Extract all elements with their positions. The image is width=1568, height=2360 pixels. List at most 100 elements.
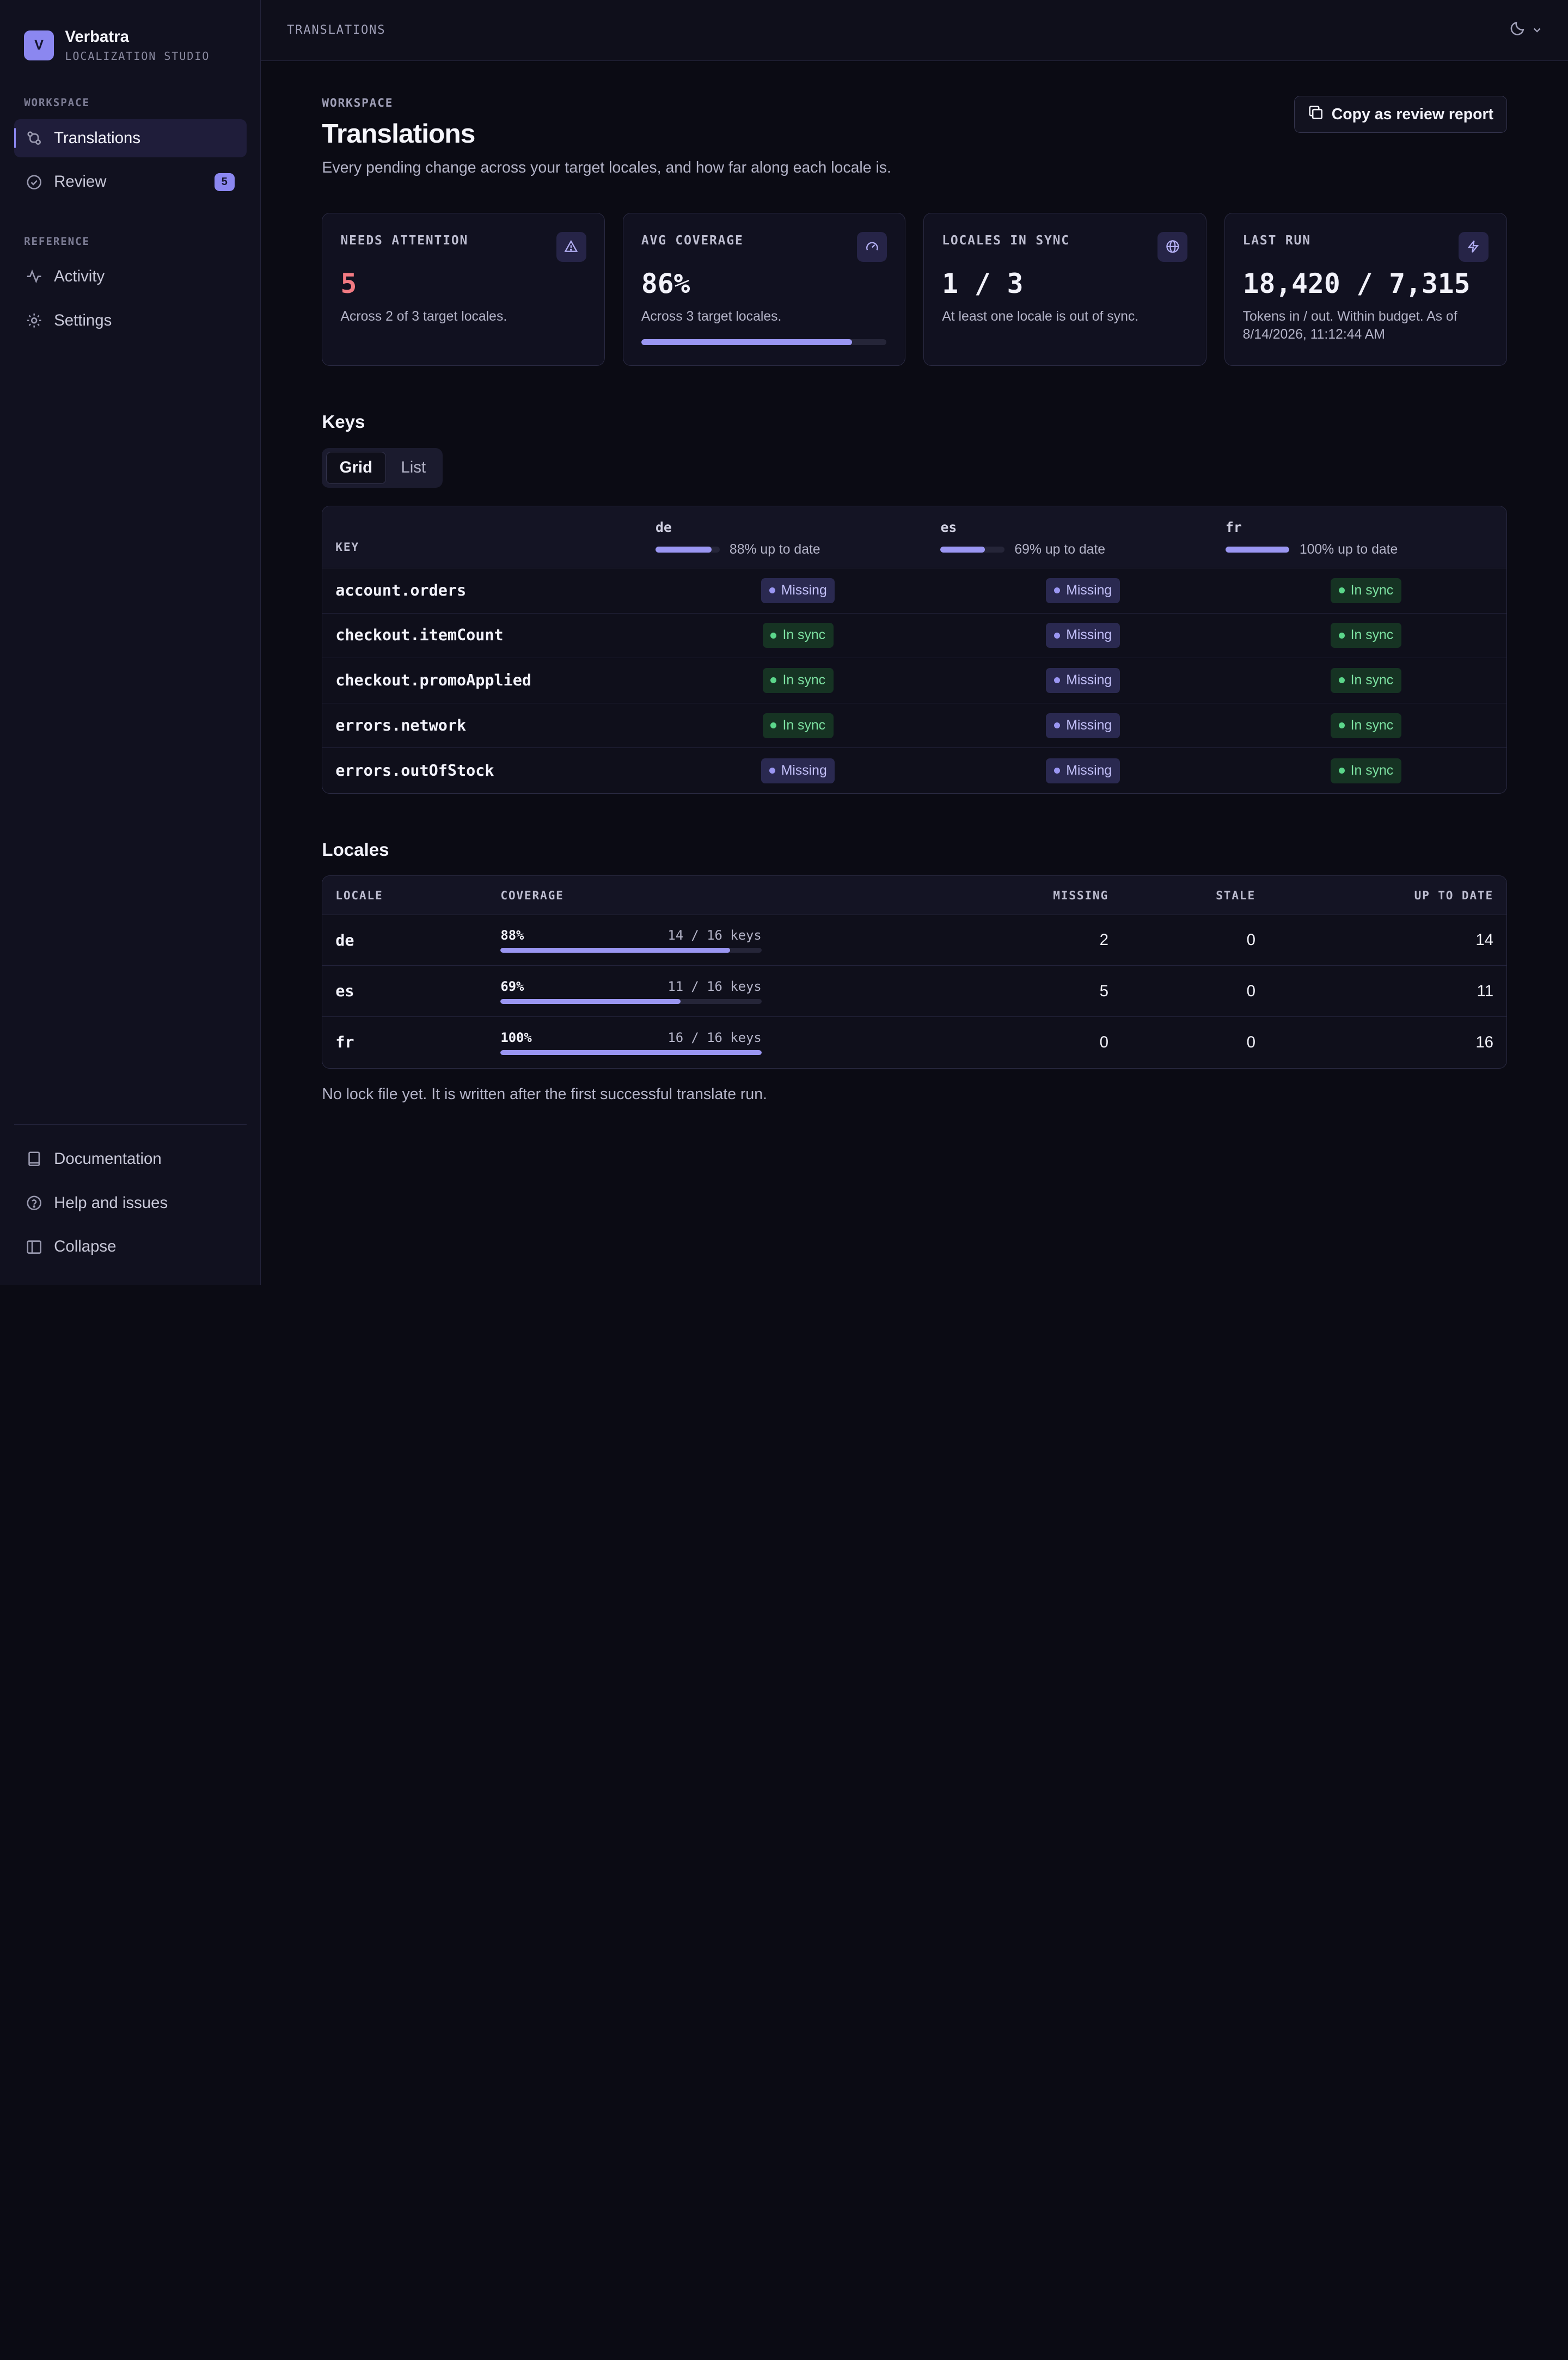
stat-card-locales-in-sync: LOCALES IN SYNC 1 / 3 At least one local…: [923, 213, 1206, 366]
stat-card-needs-attention: NEEDS ATTENTION 5 Across 2 of 3 target l…: [322, 213, 605, 366]
help-circle-icon: [26, 1195, 42, 1211]
status-cell: Missing: [940, 758, 1225, 783]
keys-grid: KEY de 88% up to date es 69% up to date: [322, 506, 1507, 794]
up-to-date-count: 11: [1477, 982, 1494, 1000]
book-icon: [26, 1151, 42, 1167]
status-label: In sync: [1350, 672, 1394, 688]
coverage-cell: 88% 14 / 16 keys: [500, 928, 908, 953]
locale-progress-bar: [656, 547, 720, 553]
status-badge[interactable]: In sync: [1330, 578, 1401, 603]
status-badge[interactable]: Missing: [1046, 578, 1120, 603]
sidebar-collapse-button[interactable]: Collapse: [14, 1227, 247, 1267]
table-row[interactable]: fr 100% 16 / 16 keys 0 0 16: [322, 1017, 1506, 1068]
status-label: In sync: [782, 718, 826, 733]
status-cell: Missing: [656, 578, 940, 603]
sidebar-item-settings[interactable]: Settings: [14, 302, 247, 340]
status-badge[interactable]: In sync: [1330, 668, 1401, 693]
sidebar-item-translations[interactable]: Translations: [14, 119, 247, 157]
coverage-bar: [500, 948, 762, 953]
coverage-progress-fill: [641, 339, 852, 346]
status-badge[interactable]: In sync: [762, 713, 834, 738]
column-header-locale-fr: fr 100% up to date: [1225, 506, 1506, 568]
status-cell: In sync: [1226, 668, 1506, 693]
sidebar-item-documentation[interactable]: Documentation: [14, 1139, 247, 1179]
table-row[interactable]: errors.network In sync Missing In sync: [322, 703, 1506, 749]
coverage-percent: 100%: [500, 1029, 532, 1045]
stat-value: 18,420 / 7,315: [1242, 267, 1471, 299]
view-option-list[interactable]: List: [401, 458, 426, 477]
status-label: Missing: [781, 583, 827, 598]
locale-code: fr: [335, 1033, 354, 1052]
status-dot: [1338, 587, 1345, 594]
sidebar-item-activity[interactable]: Activity: [14, 258, 247, 296]
lock-file-note: No lock file yet. It is written after th…: [322, 1085, 767, 1103]
stat-card-avg-coverage: AVG COVERAGE 86% Across 3 target locales…: [622, 213, 906, 366]
main: TRANSLATIONS WORKSPACE Translations Ever…: [261, 0, 1568, 1285]
locale-code: de: [335, 931, 354, 949]
brand[interactable]: V Verbatra LOCALIZATION STUDIO: [14, 28, 247, 63]
status-cell: Missing: [940, 668, 1225, 693]
coverage-bar: [500, 998, 762, 1004]
gauge-icon: [857, 231, 887, 262]
page-description: Every pending change across your target …: [322, 159, 891, 177]
sidebar: V Verbatra LOCALIZATION STUDIO WORKSPACE…: [0, 0, 261, 1285]
status-dot: [770, 632, 777, 639]
view-option-grid[interactable]: Grid: [326, 451, 386, 484]
sidebar-item-review[interactable]: Review 5: [14, 163, 247, 201]
coverage-bar-fill: [500, 948, 731, 953]
locale-progress-fill: [940, 547, 985, 553]
status-dot: [1338, 722, 1345, 729]
chevron-down-icon: [1532, 21, 1542, 40]
status-label: In sync: [782, 628, 826, 643]
status-cell: Missing: [940, 578, 1225, 603]
table-row[interactable]: es 69% 11 / 16 keys 5 0 11: [322, 966, 1506, 1017]
status-badge[interactable]: Missing: [761, 578, 835, 603]
stat-note: Across 3 target locales.: [641, 309, 782, 324]
status-badge[interactable]: Missing: [1046, 668, 1120, 693]
app-root: V Verbatra LOCALIZATION STUDIO WORKSPACE…: [0, 0, 1568, 1285]
keys-grid-header: KEY de 88% up to date es 69% up to date: [322, 506, 1506, 568]
status-badge[interactable]: Missing: [761, 758, 835, 783]
missing-count: 0: [1099, 1033, 1109, 1051]
status-badge[interactable]: In sync: [762, 668, 834, 693]
sidebar-item-help[interactable]: Help and issues: [14, 1183, 247, 1223]
git-compare-icon: [26, 130, 42, 146]
status-cell: In sync: [656, 713, 940, 738]
status-cell: In sync: [656, 623, 940, 648]
status-badge[interactable]: Missing: [1046, 623, 1120, 648]
key-name: checkout.itemCount: [335, 626, 504, 645]
column-header-stale: STALE: [1216, 888, 1255, 902]
status-badge[interactable]: Missing: [1046, 758, 1120, 783]
status-badge[interactable]: Missing: [1046, 713, 1120, 738]
table-row[interactable]: account.orders Missing Missing In sync: [322, 568, 1506, 614]
status-badge[interactable]: In sync: [1330, 623, 1401, 648]
coverage-percent: 69%: [500, 978, 524, 994]
table-row[interactable]: checkout.itemCount In sync Missing In sy…: [322, 614, 1506, 659]
status-badge[interactable]: In sync: [1330, 758, 1401, 783]
status-dot: [1054, 768, 1061, 774]
copy-review-report-button[interactable]: Copy as review report: [1294, 96, 1507, 133]
table-row[interactable]: checkout.promoApplied In sync Missing In…: [322, 658, 1506, 703]
status-label: Missing: [1066, 628, 1112, 643]
status-badge[interactable]: In sync: [762, 623, 834, 648]
locale-progress-label: 100% up to date: [1299, 542, 1398, 557]
page-eyebrow: WORKSPACE: [322, 96, 394, 110]
column-header-key: KEY: [335, 540, 359, 554]
view-toggle: Grid List: [322, 448, 443, 488]
sidebar-item-label: Collapse: [54, 1237, 117, 1256]
stat-note: Tokens in / out. Within budget. As of 8/…: [1242, 309, 1457, 342]
status-badge[interactable]: In sync: [1330, 713, 1401, 738]
brand-logo: V: [24, 30, 54, 60]
locale-progress-fill: [1225, 547, 1290, 553]
table-row[interactable]: errors.outOfStock Missing Missing In syn…: [322, 748, 1506, 793]
review-count-badge: 5: [214, 173, 235, 191]
table-row[interactable]: de 88% 14 / 16 keys 2 0 14: [322, 915, 1506, 966]
moon-icon: [1510, 20, 1526, 40]
coverage-percent: 88%: [500, 927, 524, 943]
theme-toggle[interactable]: [1510, 20, 1542, 40]
stale-count: 0: [1246, 1033, 1255, 1051]
sidebar-footer: Documentation Help and issues Collapse: [14, 1124, 247, 1271]
up-to-date-count: 14: [1475, 931, 1494, 949]
keys-grid-body: account.orders Missing Missing In sync c…: [322, 568, 1506, 793]
copy-button-label: Copy as review report: [1331, 105, 1494, 123]
